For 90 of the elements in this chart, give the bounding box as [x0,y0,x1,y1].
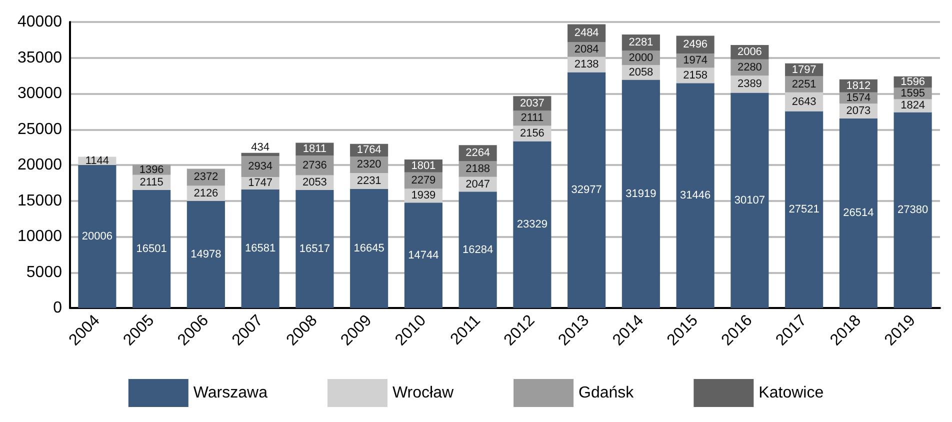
data-label: 2073 [846,105,871,118]
y-tick-label: 0 [53,300,62,316]
data-label: 14744 [408,249,439,262]
data-label: 434 [251,141,270,154]
data-label: 2115 [140,176,164,188]
data-label: 2264 [466,147,490,160]
data-label: 16501 [136,243,167,256]
data-label: 2138 [574,58,599,71]
data-label: 1939 [411,190,436,202]
data-label: 2484 [574,27,599,40]
legend-label: Gdańsk [578,384,635,402]
data-label: 2000 [628,52,654,64]
data-label: 16581 [245,242,276,255]
data-label: 1144 [85,154,110,167]
y-tick-label: 5000 [26,264,62,281]
bar [132,190,171,308]
data-label: 2736 [302,159,327,172]
data-label: 1797 [792,64,816,76]
y-tick-label: 20000 [18,156,62,174]
data-label: 31919 [626,188,656,200]
bar [730,92,769,308]
data-label: 20006 [82,230,112,242]
data-label: 1747 [248,177,273,190]
y-tick-label: 35000 [18,49,62,66]
legend-label: Warszawa [193,384,268,402]
data-label: 26514 [843,207,874,220]
data-label: 2320 [356,158,382,171]
data-label: 2058 [628,66,654,78]
data-label: 23329 [516,218,548,231]
data-label: 2281 [628,36,654,49]
data-label: 1974 [683,54,708,67]
legend-label: Wrocław [392,384,454,402]
data-label: 2934 [248,160,273,172]
bar [296,190,334,308]
y-tick-label: 15000 [18,192,62,210]
data-label: 30107 [734,194,765,206]
y-tick-label: 10000 [18,228,62,245]
data-label: 2279 [411,174,436,187]
bar [404,202,442,308]
y-tick-label: 40000 [18,14,62,30]
data-label: 31446 [680,190,711,202]
bar [622,80,660,308]
data-label: 1801 [411,160,436,172]
data-label: 2251 [792,78,816,90]
data-label: 16517 [299,242,330,255]
bar [894,112,932,308]
legend-label: Katowice [758,384,824,402]
data-label: 2047 [466,178,490,190]
data-label: 2372 [194,171,218,184]
data-label: 14978 [190,248,222,260]
data-label: 2084 [574,43,599,56]
data-label: 2158 [683,69,708,82]
data-label: 1596 [900,76,926,88]
data-label: 2188 [466,163,490,176]
data-label: 32977 [571,184,602,196]
data-label: 1396 [139,164,164,176]
bar [568,72,606,308]
data-label: 27380 [898,204,928,216]
data-label: 16645 [354,242,384,254]
y-tick-label: 25000 [18,120,62,138]
data-label: 2231 [356,175,382,188]
data-label: 1824 [900,100,926,112]
data-label: 1574 [846,92,871,104]
data-label: 2496 [683,38,708,51]
bar [458,192,497,308]
data-label: 2053 [302,176,327,189]
y-tick-label: 30000 [18,85,62,102]
bar [186,200,225,308]
data-label: 2126 [194,187,218,200]
data-label: 2389 [737,78,762,90]
data-label: 2643 [792,96,816,108]
bar [241,152,280,156]
bar [676,83,714,308]
bar [350,188,388,308]
data-label: 2156 [520,127,544,140]
data-label: 16284 [462,244,494,256]
data-label: 2006 [737,46,762,58]
bar [513,141,552,308]
bar [839,118,878,308]
data-label: 1811 [302,143,327,156]
bar [78,164,116,308]
data-label: 2280 [737,62,762,74]
data-label: 27521 [788,204,820,216]
data-label: 1595 [900,87,926,100]
data-label: 1812 [846,80,871,92]
bar [785,111,824,308]
bar [241,189,280,308]
data-label: 2037 [520,97,544,110]
data-label: 1764 [356,144,382,156]
data-label: 2111 [520,112,544,124]
